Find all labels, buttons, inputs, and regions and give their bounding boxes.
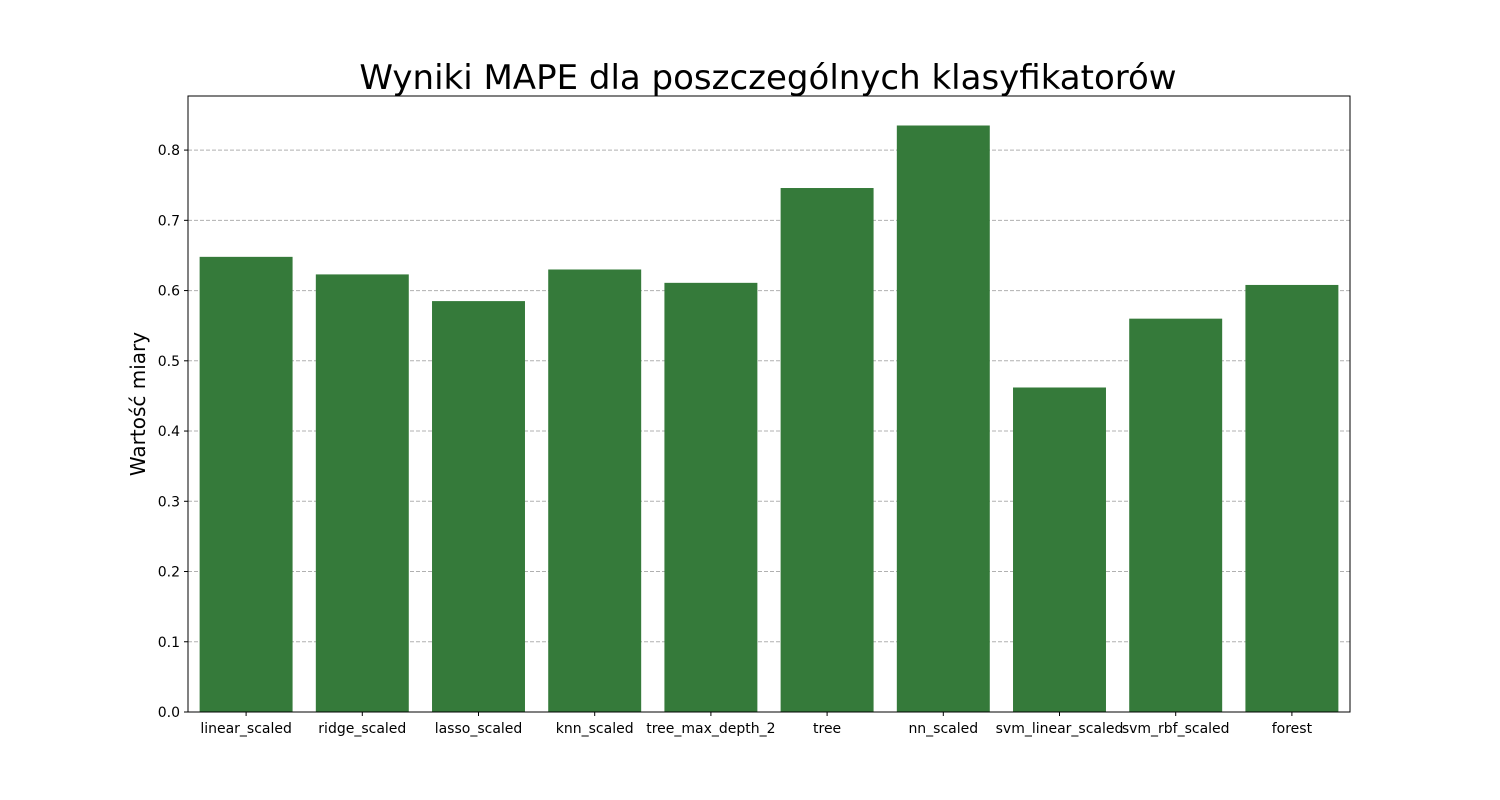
x-tick-label: nn_scaled bbox=[908, 721, 978, 737]
x-tick-label: knn_scaled bbox=[556, 721, 634, 737]
y-axis-ticks: 0.0 0.1 0.2 0.3 0.4 0.5 0.6 0.7 0.8 bbox=[158, 143, 188, 721]
bar-tree bbox=[780, 188, 874, 713]
plot-frame bbox=[187, 95, 1351, 713]
x-tick-label: svm_linear_scaled bbox=[996, 721, 1124, 737]
x-axis-ticks: linear_scaled ridge_scaled lasso_scaled knn… bbox=[200, 712, 1313, 737]
chart-title: Wyniki MAPE dla poszczególnych klasyfika… bbox=[359, 58, 1176, 98]
bar-knn-scaled bbox=[548, 269, 642, 712]
x-tick-label: svm_rbf_scaled bbox=[1122, 721, 1230, 737]
bar-forest bbox=[1245, 284, 1339, 712]
y-tick-label: 0.0 bbox=[158, 705, 180, 721]
x-tick-label: forest bbox=[1272, 721, 1313, 737]
y-tick-label: 0.7 bbox=[158, 213, 180, 229]
y-tick-label: 0.5 bbox=[158, 354, 180, 370]
x-tick-label: ridge_scaled bbox=[318, 721, 406, 737]
x-tick-label: tree_max_depth_2 bbox=[646, 721, 775, 737]
bar-svm-linear-scaled bbox=[1013, 387, 1106, 712]
y-tick-label: 0.6 bbox=[158, 284, 180, 300]
y-axis-label: Wartość miary bbox=[126, 332, 150, 476]
bar-lasso-scaled bbox=[432, 301, 525, 712]
x-tick-label: tree bbox=[813, 721, 841, 737]
bar-nn-scaled bbox=[896, 125, 990, 713]
y-tick-label: 0.1 bbox=[158, 635, 180, 651]
y-tick-label: 0.3 bbox=[158, 494, 180, 510]
y-tick-label: 0.4 bbox=[158, 424, 180, 440]
bar-linear-scaled bbox=[199, 256, 293, 712]
bar-tree-max-depth-2 bbox=[664, 282, 758, 712]
bars bbox=[199, 125, 1339, 713]
bar-svm-rbf-scaled bbox=[1129, 318, 1223, 712]
x-tick-label: linear_scaled bbox=[200, 721, 292, 737]
y-tick-label: 0.2 bbox=[158, 565, 180, 581]
x-tick-label: lasso_scaled bbox=[435, 721, 523, 737]
bar-ridge-scaled bbox=[315, 274, 409, 712]
y-tick-label: 0.8 bbox=[158, 143, 180, 159]
